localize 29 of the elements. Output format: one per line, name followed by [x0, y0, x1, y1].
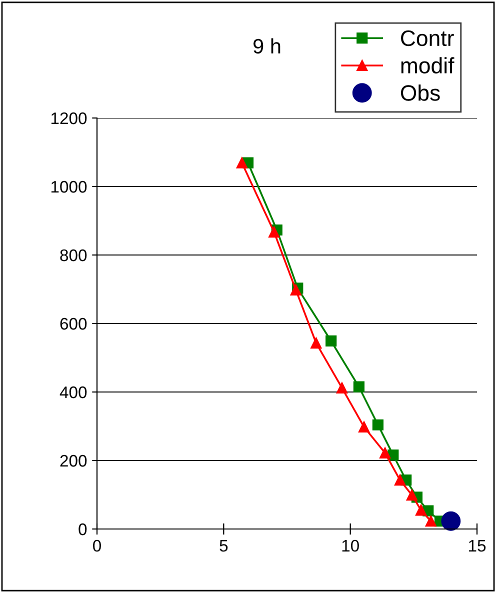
- point: [425, 516, 436, 527]
- x-tick-label: 0: [93, 540, 101, 552]
- point: [406, 490, 418, 501]
- point: [358, 421, 370, 432]
- y-tick-label: 0: [78, 523, 87, 536]
- point: [415, 504, 427, 516]
- point: [353, 381, 365, 392]
- y-tick-label: 1200: [51, 112, 87, 124]
- point: [372, 419, 384, 430]
- y-tick-label: 800: [60, 249, 87, 262]
- point: [268, 226, 280, 238]
- point: [310, 337, 322, 349]
- point: [336, 382, 348, 394]
- chart-title: 9 h: [253, 38, 280, 54]
- point: [441, 511, 461, 531]
- legend-label: Contr: [401, 30, 454, 46]
- legend-label: modif: [401, 57, 454, 74]
- legend-label: Obs: [400, 84, 440, 101]
- y-tick-label: 200: [60, 454, 87, 467]
- x-tick-label: 10: [342, 540, 359, 552]
- point: [326, 335, 337, 347]
- y-tick-label: 600: [60, 318, 87, 330]
- x-tick-label: 5: [220, 540, 228, 552]
- point: [236, 157, 248, 168]
- y-tick-label: 1000: [51, 180, 87, 193]
- point: [379, 447, 391, 459]
- point: [394, 474, 406, 486]
- y-tick-label: 400: [60, 386, 87, 398]
- x-tick-label: 15: [469, 540, 486, 552]
